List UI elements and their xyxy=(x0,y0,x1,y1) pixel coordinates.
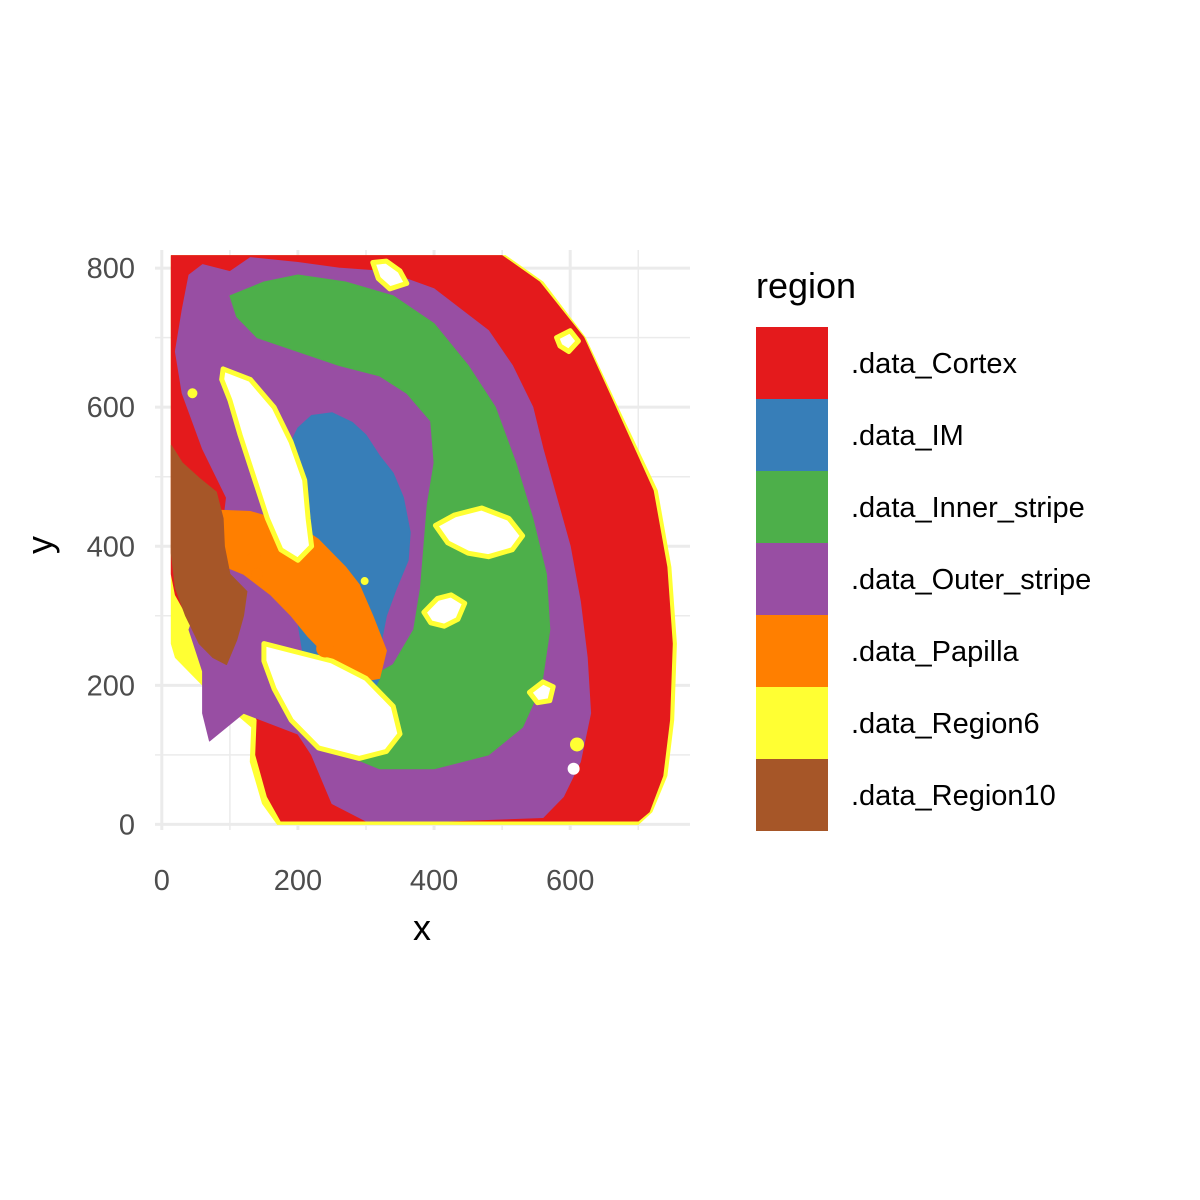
x-axis-ticks: 0 200 400 600 xyxy=(154,865,595,897)
tissue-void xyxy=(432,505,526,560)
tissue-void xyxy=(554,328,581,354)
tissue-void xyxy=(370,258,410,292)
region-region10 xyxy=(170,444,248,665)
legend: region .data_Cortex .data_IM .data_Inner_s… xyxy=(756,265,1091,831)
tissue-void xyxy=(261,641,403,761)
legend-label: .data_Outer_stripe xyxy=(851,564,1091,596)
legend-items: .data_Cortex .data_IM .data_Inner_stripe .d… xyxy=(756,327,1091,831)
legend-label: .data_IM xyxy=(851,420,964,452)
region-patch xyxy=(570,737,585,752)
legend-key xyxy=(756,327,828,399)
tissue-void xyxy=(421,592,468,629)
y-tick-label: 800 xyxy=(87,253,135,285)
y-axis-ticks: 0 200 400 600 800 xyxy=(87,253,135,841)
legend-key xyxy=(756,399,828,471)
legend-key xyxy=(756,759,828,831)
tissue-regions xyxy=(170,255,677,825)
legend-key xyxy=(756,615,828,687)
y-tick-label: 200 xyxy=(87,670,135,702)
legend-key xyxy=(756,687,828,759)
legend-key xyxy=(756,471,828,543)
y-tick-label: 400 xyxy=(87,531,135,563)
region-inner-stripe xyxy=(229,274,551,770)
y-tick-label: 0 xyxy=(119,809,135,841)
x-tick-label: 400 xyxy=(410,865,458,897)
x-axis-title: x xyxy=(413,907,431,948)
x-tick-label: 600 xyxy=(546,865,594,897)
y-tick-label: 600 xyxy=(87,392,135,424)
legend-key xyxy=(756,543,828,615)
tissue-void xyxy=(219,366,315,563)
region-patch xyxy=(187,388,198,399)
region-patch xyxy=(245,552,262,569)
legend-label: .data_Cortex xyxy=(851,348,1018,380)
legend-label: .data_Papilla xyxy=(851,636,1020,668)
x-tick-label: 0 xyxy=(154,865,170,897)
region-patch xyxy=(251,568,264,581)
tissue-void xyxy=(526,679,556,706)
x-tick-label: 200 xyxy=(274,865,322,897)
legend-label: .data_Inner_stripe xyxy=(851,492,1085,524)
region-patch xyxy=(567,762,580,775)
legend-label: .data_Region10 xyxy=(851,780,1056,812)
y-axis-title: y xyxy=(19,536,60,554)
legend-label: .data_Region6 xyxy=(851,708,1040,740)
region-patch xyxy=(360,577,369,586)
legend-title: region xyxy=(756,265,856,306)
region-patch xyxy=(316,639,335,658)
